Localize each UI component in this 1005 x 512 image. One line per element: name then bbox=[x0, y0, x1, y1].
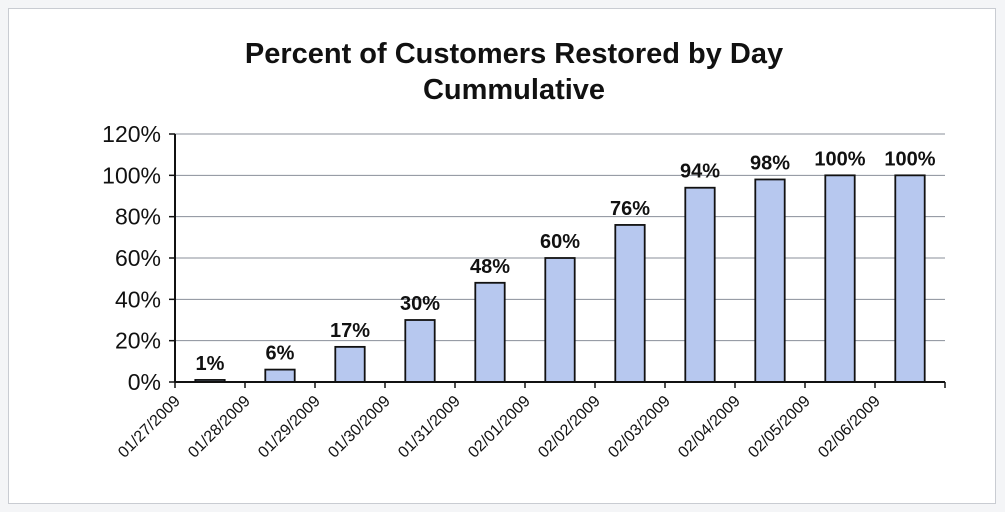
data-label: 48% bbox=[470, 256, 510, 278]
data-label: 100% bbox=[814, 148, 865, 170]
data-label: 100% bbox=[884, 148, 935, 170]
data-label: 1% bbox=[196, 353, 225, 375]
x-tick-label: 01/28/2009 bbox=[185, 393, 254, 462]
data-label: 60% bbox=[540, 231, 580, 253]
x-axis-ticks: 01/27/2009 01/28/2009 01/29/2009 01/30/2009… bbox=[115, 382, 946, 462]
x-tick-label: 01/31/2009 bbox=[395, 393, 464, 462]
y-tick-label: 40% bbox=[115, 286, 161, 312]
bar bbox=[334, 345, 366, 383]
axes bbox=[174, 134, 945, 383]
data-label: 76% bbox=[610, 198, 650, 220]
bar bbox=[544, 257, 576, 383]
chart-title: Percent of Customers Restored by Day bbox=[245, 38, 783, 70]
bar bbox=[264, 368, 296, 383]
y-tick-label: 120% bbox=[102, 121, 161, 147]
chart-frame: Percent of Customers Restored by Day Cum… bbox=[8, 8, 996, 504]
x-tick-label: 01/27/2009 bbox=[115, 393, 184, 462]
bar bbox=[754, 178, 786, 383]
bar bbox=[824, 174, 856, 383]
data-label: 94% bbox=[680, 161, 720, 183]
bar bbox=[684, 186, 716, 383]
bar bbox=[894, 174, 926, 383]
y-tick-label: 60% bbox=[115, 245, 161, 271]
data-label: 6% bbox=[266, 343, 295, 365]
x-tick-label: 02/05/2009 bbox=[745, 393, 814, 462]
data-label: 17% bbox=[330, 320, 370, 342]
chart-subtitle: Cummulative bbox=[423, 74, 605, 106]
data-label: 30% bbox=[400, 293, 440, 315]
bar-chart: Percent of Customers Restored by Day Cum… bbox=[102, 38, 946, 462]
y-tick-label: 100% bbox=[102, 162, 161, 188]
bar bbox=[614, 224, 646, 383]
bar bbox=[404, 319, 436, 383]
y-tick-label: 0% bbox=[128, 369, 161, 395]
y-axis-ticks: 0% 20% 40% 60% 80% 100% 120% bbox=[102, 121, 175, 395]
bar bbox=[474, 281, 506, 383]
x-tick-label: 02/03/2009 bbox=[605, 393, 674, 462]
x-tick-label: 02/02/2009 bbox=[535, 393, 604, 462]
x-tick-label: 01/29/2009 bbox=[255, 393, 324, 462]
y-tick-label: 80% bbox=[115, 204, 161, 230]
x-tick-label: 02/01/2009 bbox=[465, 393, 534, 462]
data-labels: 1% 6% 17% 30% 48% 60% 76% 94% 98% 100% 100% bbox=[196, 148, 936, 375]
y-tick-label: 20% bbox=[115, 328, 161, 354]
x-tick-label: 01/30/2009 bbox=[325, 393, 394, 462]
data-label: 98% bbox=[750, 152, 790, 174]
x-tick-label: 02/06/2009 bbox=[815, 393, 884, 462]
x-tick-label: 02/04/2009 bbox=[675, 393, 744, 462]
